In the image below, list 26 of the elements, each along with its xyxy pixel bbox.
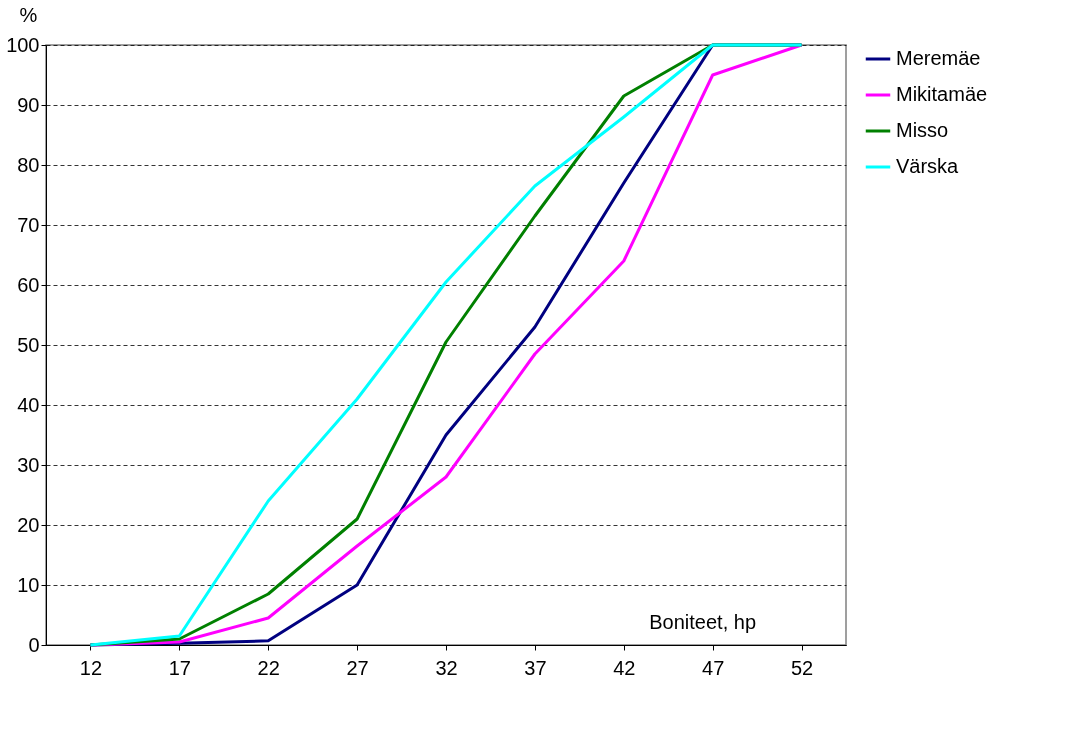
y-tick-label: 50 — [17, 333, 40, 356]
x-tick-label: 22 — [257, 656, 280, 679]
x-tick-label: 12 — [79, 656, 103, 679]
y-tick-label: 60 — [17, 273, 40, 296]
x-tick-label: 37 — [524, 656, 547, 679]
legend-label: Meremäe — [896, 47, 981, 69]
y-tick-label: 30 — [17, 453, 40, 476]
y-tick-label: 90 — [17, 93, 40, 116]
y-axis-title: % — [19, 3, 38, 26]
legend-label: Misso — [896, 119, 949, 141]
x-tick-label: 42 — [613, 656, 636, 679]
y-tick-label: 0 — [28, 633, 40, 656]
y-tick-label: 70 — [17, 213, 40, 236]
x-tick-label: 47 — [702, 656, 725, 679]
x-axis-title: Boniteet, hp — [649, 611, 756, 633]
y-tick-label: 80 — [17, 153, 40, 176]
x-tick-label: 27 — [346, 656, 369, 679]
x-tick-label: 32 — [435, 656, 458, 679]
x-tick-label: 17 — [168, 656, 191, 679]
y-tick-label: 40 — [17, 393, 40, 416]
y-tick-label: 100 — [6, 33, 40, 56]
x-tick-label: 52 — [790, 656, 814, 679]
y-tick-label: 10 — [17, 573, 40, 596]
legend-label: Värska — [896, 155, 960, 177]
y-tick-label: 20 — [17, 513, 40, 536]
legend-label: Mikitamäe — [896, 83, 988, 105]
